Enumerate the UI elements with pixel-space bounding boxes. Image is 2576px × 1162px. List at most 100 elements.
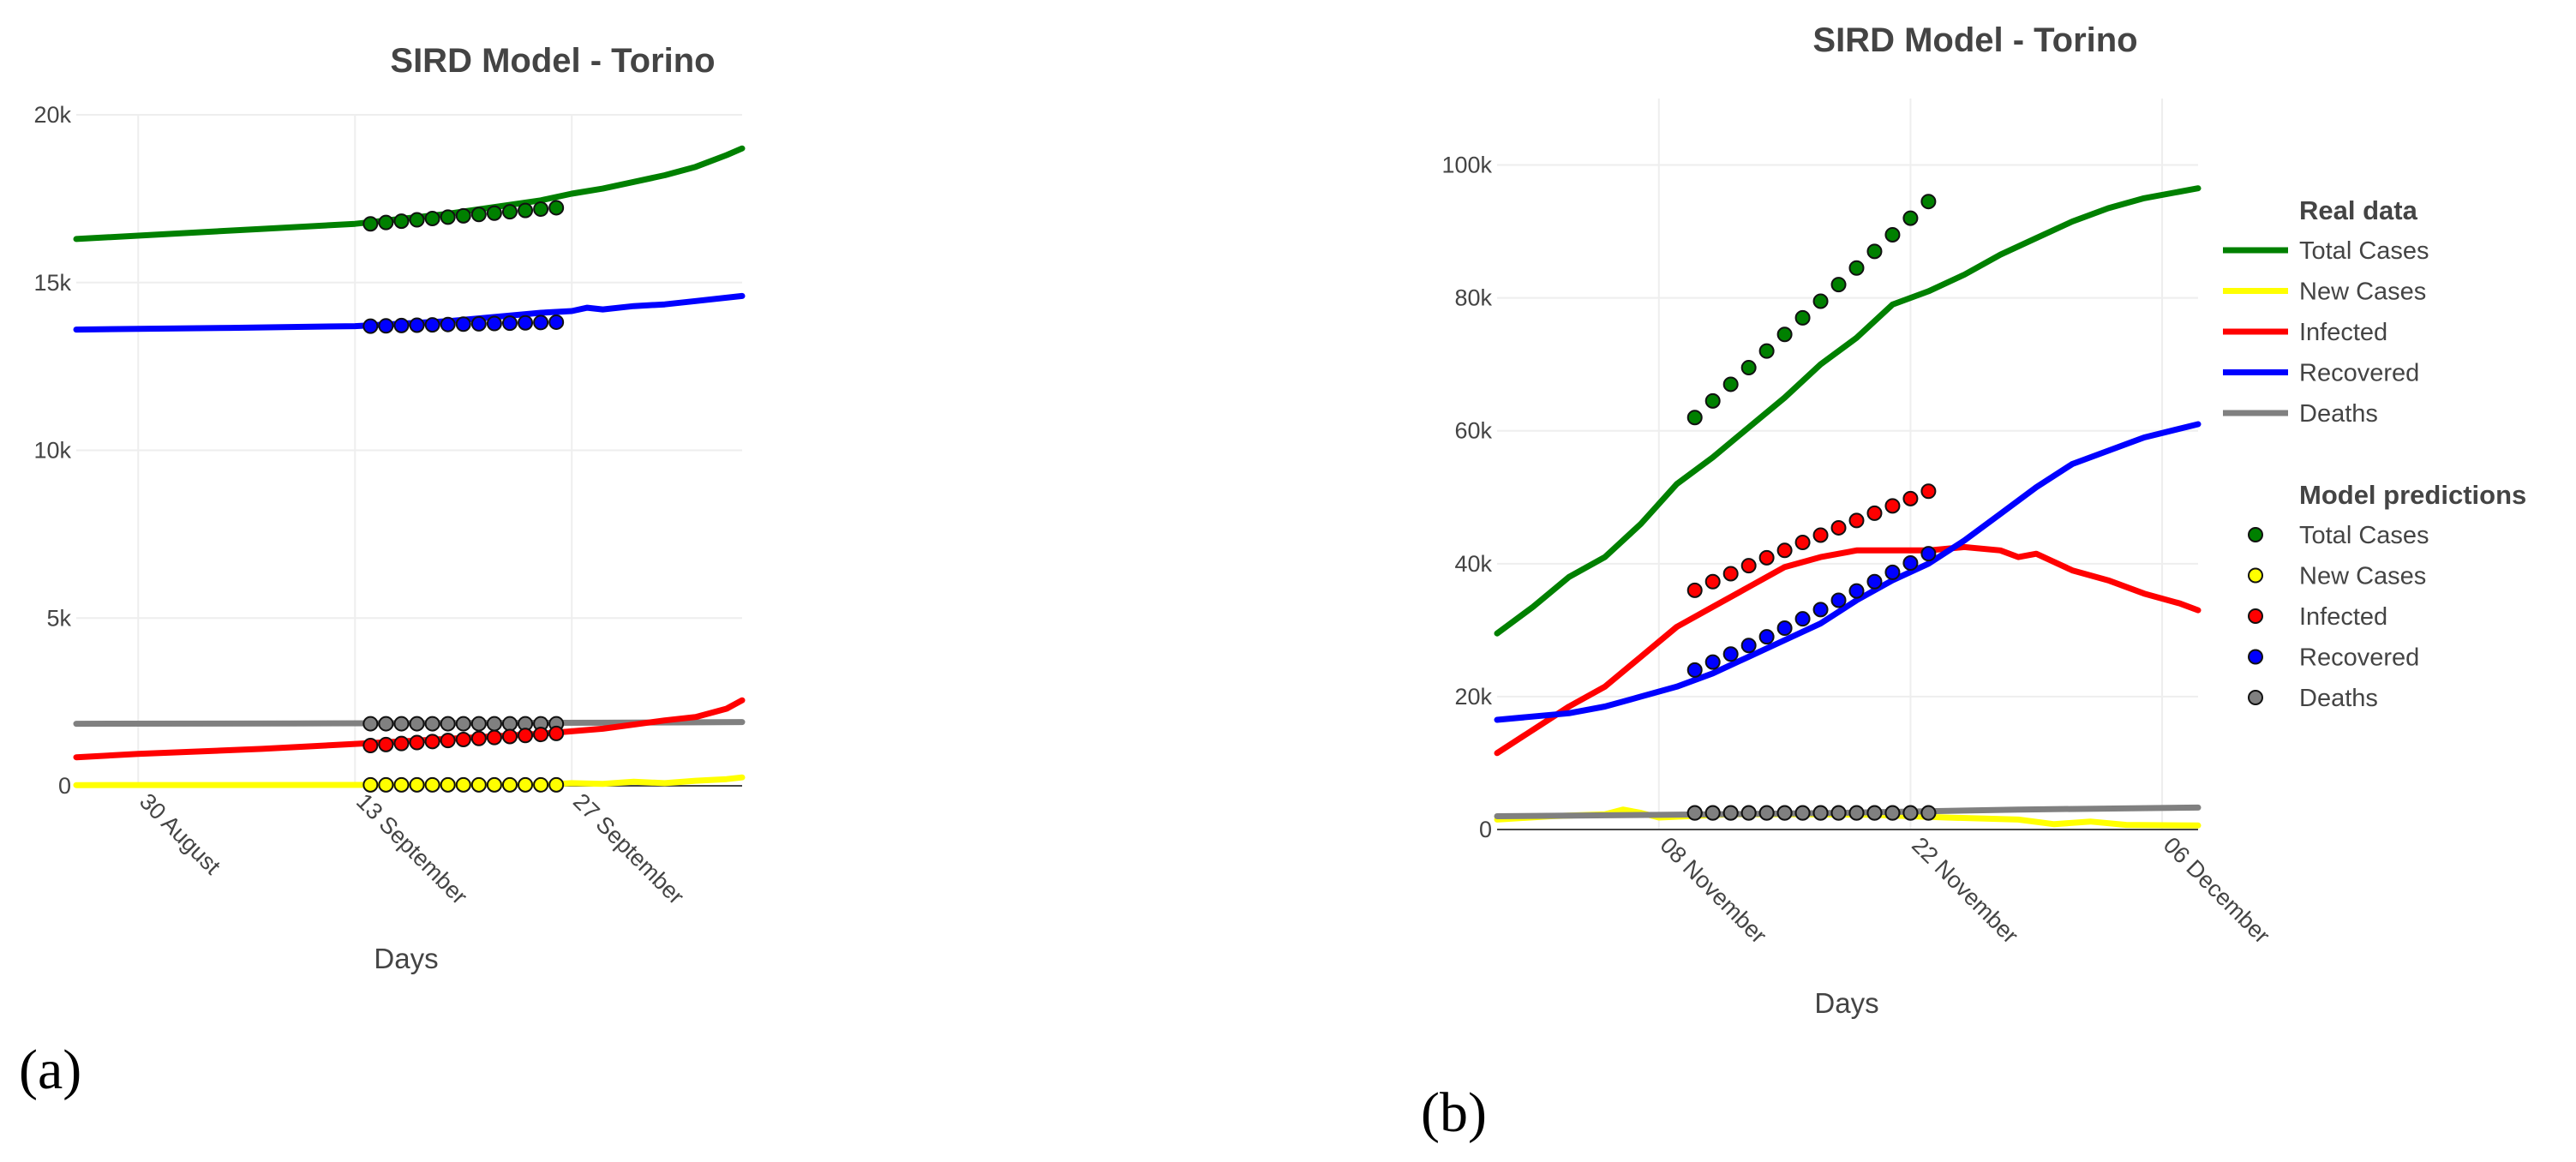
chart-a-marker-infected [424,734,440,750]
chart-b-marker-total-cases [1740,360,1757,376]
chart-b-marker-infected [1794,535,1811,551]
chart-b-y-tick-label: 60k [1454,418,1492,444]
chart-b-marker-total-cases [1920,194,1937,210]
chart-a-marker-deaths [424,716,440,732]
chart-b-marker-recovered [1866,573,1883,590]
chart-a-marker-total-cases [455,207,471,224]
chart-b-marker-total-cases [1722,376,1739,392]
chart-a-marker-new-cases [362,776,379,793]
chart-a-title: SIRD Model - Torino [390,42,715,80]
chart-b-marker-recovered [1902,555,1919,572]
chart-a-marker-infected [378,736,394,752]
chart-a-marker-deaths [455,716,471,732]
chart-a-marker-total-cases [470,207,487,223]
chart-b-x-tick-label: 06 December [2159,832,2275,949]
chart-b-marker-deaths [1884,805,1901,821]
chart-b-line-total-cases [1494,185,2202,637]
chart-b-x-tick-label: 22 November [1907,832,2023,949]
chart-a-marker-infected [455,731,471,747]
legend-real-label: Recovered [2299,360,2419,387]
chart-b-marker-infected [1902,490,1919,506]
chart-b-marker-total-cases [1704,392,1721,409]
legend-model-items: Total Cases New Cases Infected Recovered Dea… [2248,522,2429,712]
chart-b-marker-infected [1740,558,1757,574]
chart-a-line-total-cases [73,145,746,243]
chart-a-marker-total-cases [378,214,394,231]
chart-b-marker-total-cases [1758,343,1775,359]
chart-b-y-tick-label: 40k [1454,551,1492,577]
chart-a-marker-recovered [548,314,565,330]
chart-b-marker-recovered [1740,638,1757,654]
chart-a-marker-new-cases [440,776,456,793]
chart-b-marker-recovered [1920,546,1937,562]
chart-a-marker-infected [440,733,456,749]
panel-label-b: (b) [1421,1081,1487,1144]
chart-b-marker-recovered [1848,583,1865,599]
chart-b-marker-recovered [1722,646,1739,662]
legend-model-label: Deaths [2299,685,2378,712]
chart-a-marker-infected [548,725,565,741]
chart-b-marker-deaths [1740,805,1757,821]
chart-a-marker-recovered [455,316,471,332]
chart-b-marker-recovered [1830,592,1847,608]
chart-a-marker-new-cases [486,776,502,793]
chart-b-marker-infected [1776,542,1793,559]
chart-a-marker-infected [393,735,410,752]
chart-a-y-axis: 0 5k 10k 15k 20k [33,102,71,799]
chart-a-marker-deaths [393,716,410,732]
chart-b-marker-deaths [1722,805,1739,821]
legend-model-header: Model predictions [2299,480,2526,510]
chart-b-marker-infected [1812,527,1829,543]
chart-b-marker-total-cases [1902,210,1919,226]
chart-a-x-axis: 30 August 13 September 27 September [135,788,689,909]
chart-a-marker-deaths [409,716,425,732]
chart-a-marker-recovered [501,315,518,332]
chart-a-marker-new-cases [409,776,425,793]
chart-a-marker-recovered [378,318,394,334]
chart-a-y-tick-label: 0 [58,773,71,799]
chart-a-x-tick-label: 27 September [568,788,689,909]
chart-a-marker-new-cases [548,776,565,793]
chart-a-marker-new-cases [518,776,534,793]
chart-b-marker-deaths [1704,805,1721,821]
chart-a-marker-deaths [486,716,502,732]
chart-a-marker-recovered [533,314,549,331]
chart-b-marker-deaths [1686,805,1703,821]
chart-a-marker-new-cases [378,776,394,793]
chart-a-y-tick-label: 20k [33,102,71,128]
chart-a-marker-new-cases [393,776,410,793]
legend-model-label: Infected [2299,603,2387,631]
chart-a-marker-infected [518,728,534,744]
chart-b-title: SIRD Model - Torino [1812,21,2137,59]
chart-a-marker-infected [501,728,518,745]
chart-b-marker-infected [1848,512,1865,529]
chart-b-marker-deaths [1830,805,1847,821]
chart-a-marker-infected [486,729,502,746]
chart-b-marker-infected [1866,505,1883,521]
chart-a-marker-recovered [518,314,534,331]
chart-a-marker-total-cases [518,202,534,219]
chart-b-marker-deaths [1866,805,1883,821]
chart-b-marker-infected [1884,498,1901,514]
chart-a-marker-recovered [486,315,502,332]
chart-b-marker-total-cases [1794,309,1811,326]
chart-b-marker-infected [1920,483,1937,500]
chart-b-marker-recovered [1758,629,1775,645]
chart-b-marker-infected [1830,519,1847,536]
chart-b-y-axis: 0 20k 40k 60k 80k 100k [1441,153,1492,842]
chart-a-marker-new-cases [455,776,471,793]
chart-a-marker-total-cases [501,204,518,220]
chart-b-marker-total-cases [1884,226,1901,243]
chart-b-marker-deaths [1920,805,1937,821]
chart-a-marker-recovered [393,317,410,333]
chart-a-y-tick-label: 5k [46,605,71,631]
chart-a-y-tick-label: 15k [33,270,71,296]
legend-real-label: New Cases [2299,279,2426,306]
chart-a-marker-infected [409,734,425,751]
chart-b-legend: Real data Total Cases New Cases Infected Re… [2223,195,2526,712]
chart-b: SIRD Model - Torino 0 20k 40k 60k 80k 100k 08… [1441,21,2274,1019]
chart-b-marker-total-cases [1776,326,1793,343]
chart-b-marker-recovered [1884,564,1901,580]
chart-b-y-tick-label: 100k [1441,153,1492,178]
